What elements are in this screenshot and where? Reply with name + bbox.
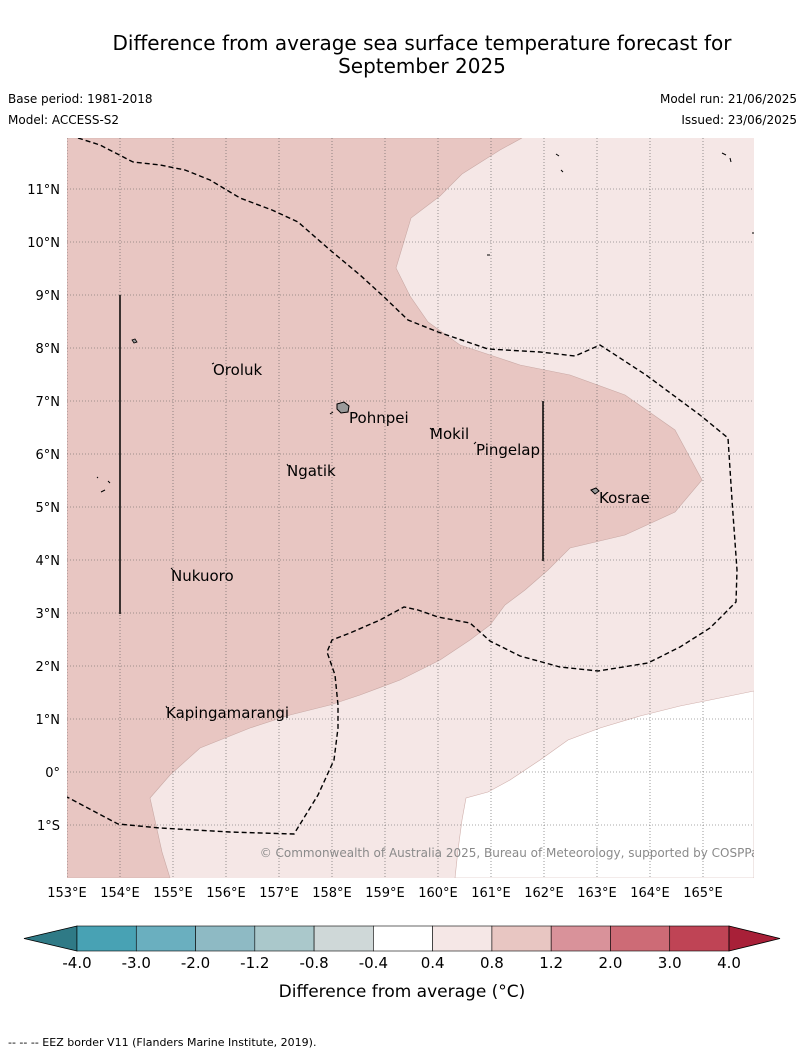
latitude-label: 1°S — [37, 819, 60, 834]
longitude-label: 164°E — [630, 886, 670, 901]
kosrae-island — [590, 487, 600, 495]
colorbar-tick-label: 1.2 — [539, 954, 563, 972]
latitude-label: 2°N — [36, 660, 61, 675]
longitude-label: 165°E — [683, 886, 723, 901]
colorbar-over-arrow — [728, 925, 781, 952]
place-label-oroluk: Oroluk — [213, 361, 262, 379]
longitude-label: 162°E — [524, 886, 564, 901]
longitude-label: 159°E — [365, 886, 405, 901]
latitude-label: 5°N — [36, 501, 61, 516]
latitude-label: 1°N — [36, 713, 61, 728]
copyright-notice: © Commonwealth of Australia 2025, Bureau… — [260, 846, 765, 860]
map-title: Difference from average sea surface temp… — [40, 32, 804, 78]
latitude-label: 4°N — [36, 554, 61, 569]
colorbar-tick-label: 0.4 — [421, 954, 445, 972]
eez-footnote: -- -- -- EEZ border V11 (Flanders Marine… — [8, 1036, 317, 1049]
model-name: Model: ACCESS-S2 — [8, 113, 120, 127]
colorbar-tick-label: 4.0 — [717, 954, 741, 972]
latitude-label: 11°N — [27, 183, 60, 198]
latitude-label: 6°N — [36, 448, 61, 463]
model-run: Model run: 21/06/2025 — [659, 92, 797, 106]
latitude-label: 10°N — [27, 236, 60, 251]
longitude-label: 160°E — [418, 886, 458, 901]
eez-border — [67, 138, 738, 835]
latitude-labels: 11°N 10°N 9°N 8°N 7°N 6°N 5°N 4°N 3°N 2°N 1°N 0° 1°S — [27, 183, 60, 834]
colorbar-tick-label: 2.0 — [599, 954, 623, 972]
colorbar-segment — [313, 925, 374, 952]
longitude-label: 156°E — [206, 886, 246, 901]
latitude-label: 0° — [45, 766, 60, 781]
pohnpei-island — [336, 401, 350, 414]
place-label-pingelap: Pingelap — [476, 441, 540, 459]
colorbar-tick-label: -2.0 — [181, 954, 210, 972]
longitude-label: 163°E — [577, 886, 617, 901]
atoll-marker — [131, 338, 138, 344]
place-label-nukuoro: Nukuoro — [171, 567, 234, 585]
colorbar-under-arrow — [23, 925, 78, 952]
colorbar-tick-label: -3.0 — [122, 954, 151, 972]
latitude-label: 8°N — [36, 342, 61, 357]
colorbar-tick-label: -1.2 — [240, 954, 269, 972]
colorbar-tick-label: -4.0 — [62, 954, 91, 972]
longitude-labels: 153°E 154°E 155°E 156°E 157°E 158°E 159°E 160°E… — [47, 886, 723, 901]
longitude-label: 158°E — [312, 886, 352, 901]
colorbar-tick-label: 3.0 — [658, 954, 682, 972]
small-islets — [96, 152, 754, 709]
colorbar-tick-label: -0.4 — [359, 954, 388, 972]
longitude-label: 157°E — [259, 886, 299, 901]
colorbar-segment — [491, 925, 552, 952]
map-area: Oroluk Pohnpei Mokil Pingelap Ngatik Kos… — [67, 138, 765, 878]
title-line-1: Difference from average sea surface temp… — [112, 31, 732, 55]
longitude-label: 153°E — [47, 886, 87, 901]
colorbar-tick-label: 0.8 — [480, 954, 504, 972]
colorbar-segment — [76, 925, 137, 952]
graticule — [67, 138, 754, 878]
place-label-kapingamarangi: Kapingamarangi — [166, 704, 289, 722]
colorbar-segment — [135, 925, 196, 952]
neutral-anomaly-region — [454, 690, 754, 878]
place-label-pohnpei: Pohnpei — [349, 409, 409, 427]
colorbar-label: Difference from average (°C) — [279, 982, 526, 1002]
title-line-2: September 2025 — [338, 54, 506, 78]
colorbar-tick-label: -0.8 — [299, 954, 328, 972]
latitude-label: 9°N — [36, 289, 61, 304]
colorbar-segment — [254, 925, 315, 952]
longitude-label: 161°E — [471, 886, 511, 901]
longitude-label: 155°E — [153, 886, 193, 901]
place-label-mokil: Mokil — [430, 425, 469, 443]
base-period: Base period: 1981-2018 — [8, 92, 153, 106]
colorbar-segment — [550, 925, 611, 952]
latitude-label: 7°N — [36, 395, 61, 410]
colorbar-segment — [610, 925, 671, 952]
colorbar-segment — [432, 925, 493, 952]
place-label-kosrae: Kosrae — [599, 489, 650, 507]
latitude-label: 3°N — [36, 607, 61, 622]
issued-date: Issued: 23/06/2025 — [681, 113, 797, 127]
longitude-label: 154°E — [100, 886, 140, 901]
colorbar-segment — [373, 925, 433, 952]
place-labels: Oroluk Pohnpei Mokil Pingelap Ngatik Kos… — [166, 361, 650, 722]
colorbar-segment — [669, 925, 730, 952]
colorbar: -4.0 -3.0 -2.0 -1.2 -0.8 -0.4 0.4 0.8 1.2 2.0 3.0 4… — [23, 925, 781, 972]
place-label-ngatik: Ngatik — [287, 462, 336, 480]
colorbar-segment — [195, 925, 256, 952]
